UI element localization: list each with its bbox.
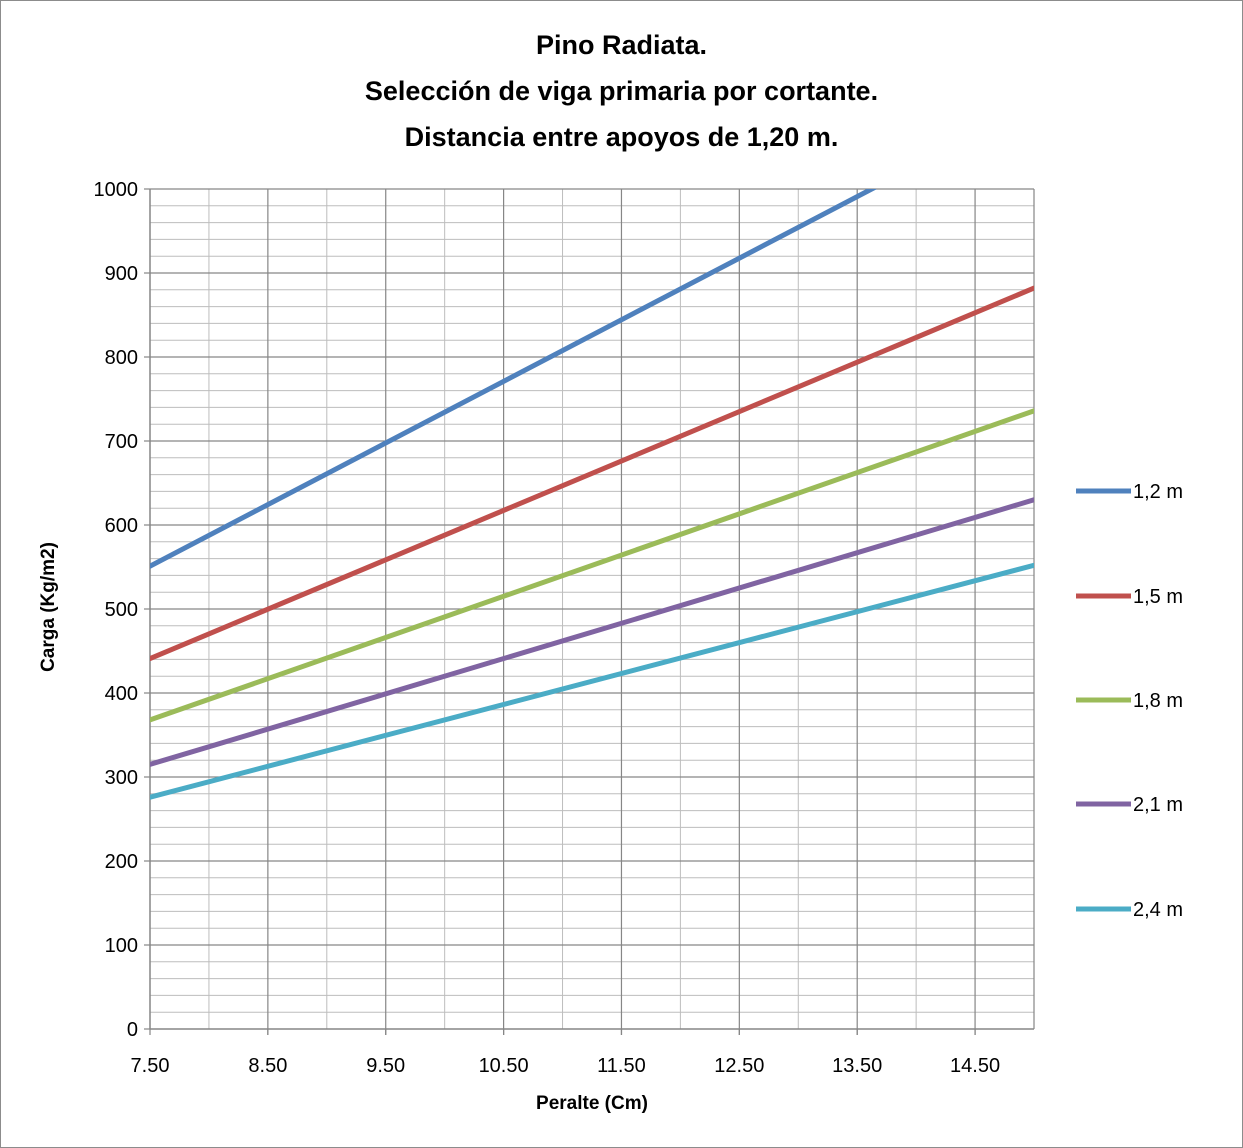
series-line-3 <box>150 408 1034 723</box>
y-tick-label: 600 <box>105 515 138 537</box>
x-tick-label: 7.50 <box>131 1055 170 1077</box>
x-tick-label: 12.50 <box>714 1055 764 1077</box>
y-tick-label: 1000 <box>94 179 139 201</box>
x-tick-label: 14.50 <box>950 1055 1000 1077</box>
series-line-5 <box>150 562 1034 800</box>
series-line-2 <box>150 285 1034 662</box>
x-tick-labels: 7.50 8.50 9.50 10.50 11.50 12.50 13.50 14.50 <box>131 1055 1001 1077</box>
axes <box>144 188 1034 1035</box>
series-lines <box>150 189 1034 800</box>
y-tick-label: 200 <box>105 851 138 873</box>
x-tick-label: 11.50 <box>597 1055 646 1077</box>
legend-label-5: 2,4 m <box>1133 899 1183 921</box>
y-tick-label: 700 <box>105 431 138 453</box>
y-tick-labels: 0 100 200 300 400 500 600 700 800 900 1000 <box>94 179 139 1041</box>
y-tick-label: 100 <box>105 935 138 957</box>
legend: 1,2 m 1,5 m 1,8 m 2,1 m 2,4 m <box>1076 481 1183 921</box>
legend-label-2: 1,5 m <box>1133 586 1183 608</box>
y-tick-label: 900 <box>105 263 138 285</box>
series-line-4 <box>150 497 1034 767</box>
y-tick-label: 500 <box>105 599 138 621</box>
y-tick-label: 400 <box>105 683 138 705</box>
x-tick-label: 8.50 <box>248 1055 287 1077</box>
chart-title-line-3: Distancia entre apoyos de 1,20 m. <box>404 122 839 152</box>
minor-gridlines <box>150 189 1034 1029</box>
major-gridlines <box>150 188 1035 1029</box>
chart-title-line-2: Selección de viga primaria por cortante. <box>364 76 879 106</box>
series-line-1 <box>150 189 878 569</box>
legend-label-4: 2,1 m <box>1133 794 1183 816</box>
x-tick-label: 10.50 <box>479 1055 529 1077</box>
legend-label-1: 1,2 m <box>1133 481 1183 503</box>
y-tick-label: 0 <box>127 1019 138 1041</box>
legend-label-3: 1,8 m <box>1133 690 1183 712</box>
x-axis-label: Peralte (Cm) <box>536 1093 648 1114</box>
y-tick-label: 300 <box>105 767 138 789</box>
x-tick-label: 9.50 <box>366 1055 405 1077</box>
x-tick-label: 13.50 <box>832 1055 882 1077</box>
y-axis-label: Carga (Kg/m2) <box>38 542 59 672</box>
chart-title-line-1: Pino Radiata. <box>535 30 708 60</box>
y-tick-label: 800 <box>105 347 138 369</box>
